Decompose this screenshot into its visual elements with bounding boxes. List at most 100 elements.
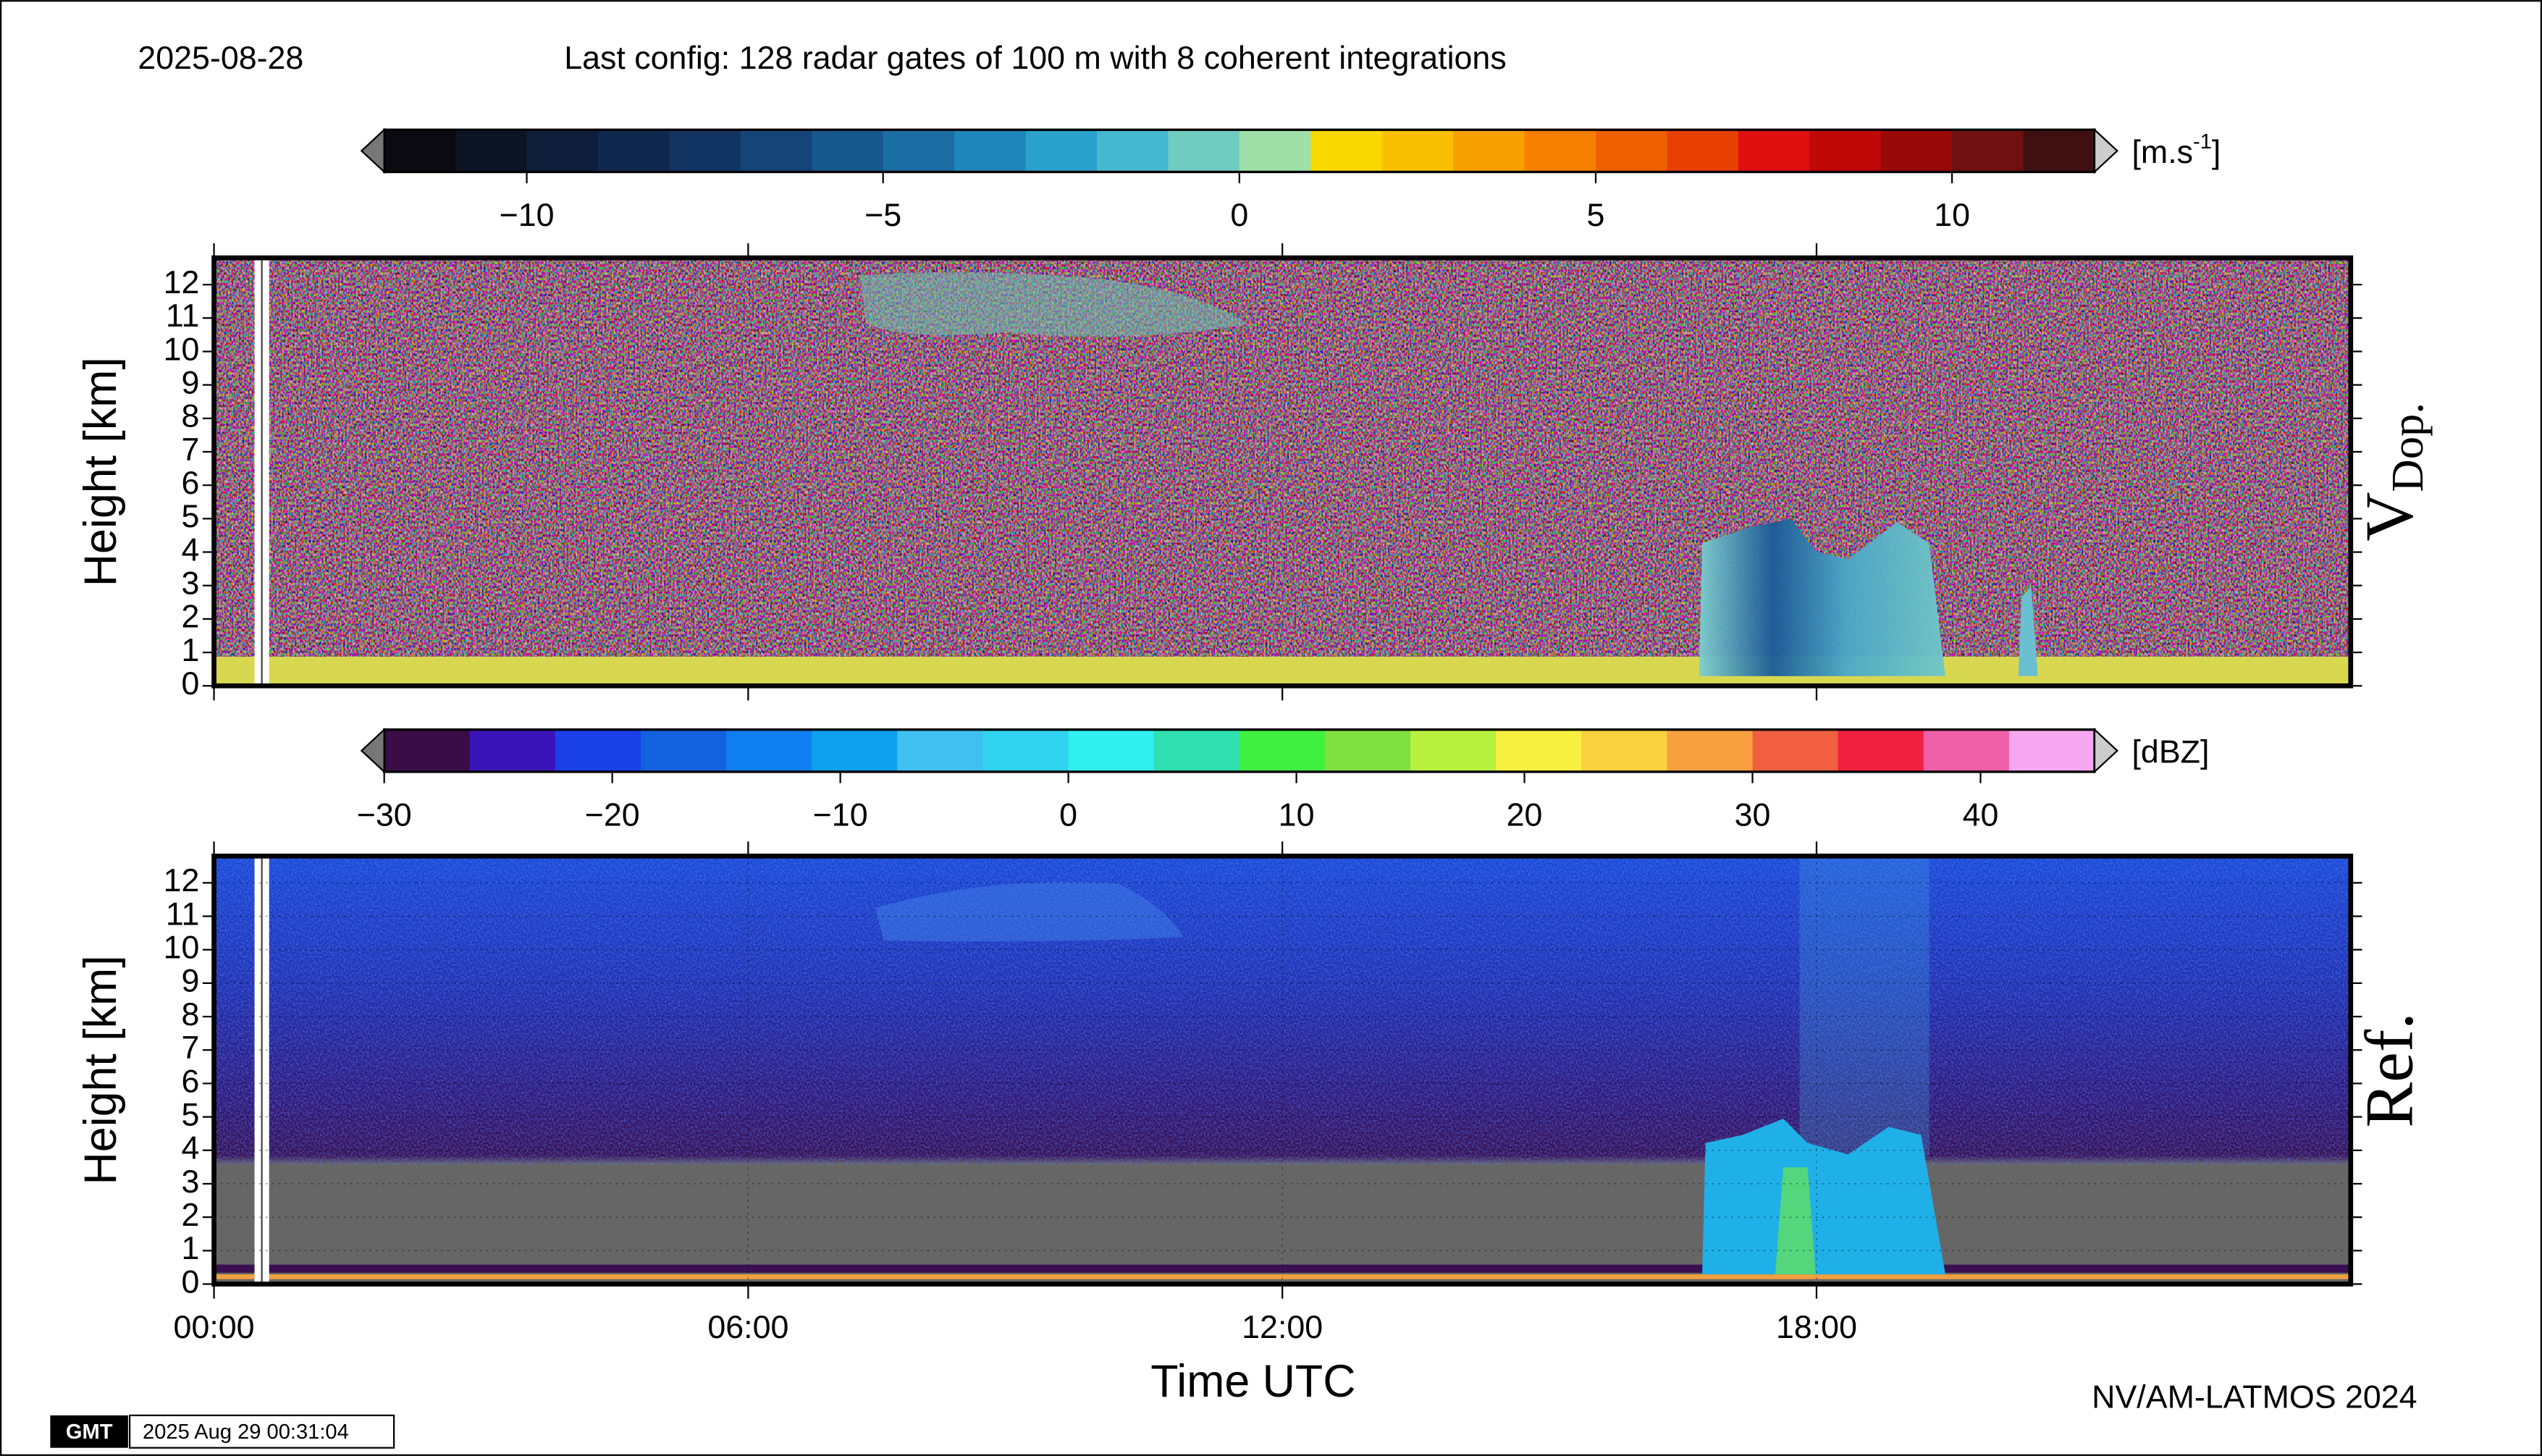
colorbar-swatch [1496,729,1583,772]
panel-label-sub: Dop. [2382,403,2433,492]
colorbar-tick-label: −10 [500,197,555,233]
colorbar-label-part: -1 [2193,130,2212,153]
y-axis-label: Height [km] [75,955,126,1184]
upper-cloud [859,272,1249,337]
y-tick-label: 5 [182,1096,200,1132]
colorbar-swatch [469,729,557,772]
y-tick-label: 1 [182,632,200,668]
colorbar-label-part: ] [2212,134,2221,170]
colorbar-swatch [1581,729,1668,772]
timestamp-box [129,1414,395,1449]
colorbar-swatch [526,130,599,172]
y-tick-label: 5 [182,498,200,534]
colorbar-tick-label: 10 [1934,197,1970,233]
colorbar-tick-label: 5 [1587,197,1605,233]
colorbar-swatch [982,729,1069,772]
y-tick-label: 6 [182,1063,200,1099]
colorbar-swatch [1381,130,1455,172]
colorbar-swatch [954,130,1027,172]
colorbar-tick-label: 0 [1059,796,1077,833]
colorbar-arrow [2093,728,2118,774]
colorbar-tick-label: 20 [1507,796,1543,833]
colorbar-swatch [1738,130,1811,172]
colorbar-swatch [897,729,984,772]
colorbar-swatch [883,130,956,172]
cloud-core [1775,1167,1816,1275]
colorbar-tick-label: −5 [864,197,901,233]
colorbar-label-part: [m.s [2131,134,2193,170]
colorbar-tick-label: −20 [585,796,640,833]
colorbar-swatch [597,130,670,172]
colorbar-swatch [1752,729,1839,772]
colorbar-swatch [555,729,642,772]
colorbar-swatch [1068,729,1155,772]
logo-box [50,1415,128,1448]
colorbar-swatch [1595,130,1668,172]
y-tick-label: 9 [182,963,200,999]
colorbar-swatch [455,130,528,172]
panel-label-main: Ref. [2352,1012,2427,1127]
colorbar-swatch [669,130,741,172]
colorbar-label: [dBZ] [2131,733,2209,770]
colorbar-tick-label: 0 [1230,197,1248,233]
y-tick-label: 8 [182,996,200,1032]
timestamp: 2025 Aug 29 00:31:04 [143,1421,349,1444]
colorbar-swatch [1880,130,1953,172]
colorbar-swatch [1809,130,1882,172]
colorbar-swatch [1025,130,1098,172]
colorbar-tick-label: −30 [357,796,412,833]
x-tick-label: 18:00 [1776,1309,1857,1345]
colorbar-swatch [1524,130,1597,172]
cloud [2018,586,2038,676]
x-axis-label: Time UTC [1150,1356,1355,1407]
colorbar-swatch [726,729,813,772]
colorbar-arrow [2093,127,2118,174]
panel-label: Ref. [2352,1012,2427,1127]
y-tick-label: 0 [182,1263,200,1300]
colorbar-tick-label: 10 [1279,796,1315,833]
y-tick-label: 2 [182,1197,200,1233]
y-tick-label: 9 [182,364,200,400]
y-tick-label: 2 [182,599,200,635]
colorbar-swatch [1239,130,1312,172]
x-tick-label: 00:00 [174,1309,255,1345]
field-noise [214,258,2351,686]
y-tick-label: 1 [182,1230,200,1266]
plot-frame [211,255,2354,689]
x-tick-label: 12:00 [1242,1309,1323,1345]
y-tick-label: 4 [182,1130,200,1166]
colorbar-arrow [360,127,385,174]
colorbar-swatch [1096,130,1169,172]
y-tick-label: 12 [164,264,200,300]
colorbar-swatch [812,130,884,172]
colorbar-swatch [1324,729,1412,772]
colorbar-swatch [740,130,813,172]
colorbar-label-part: [dBZ] [2131,733,2209,770]
colorbar-swatch [1310,130,1383,172]
y-tick-label: 12 [164,862,200,899]
credit: NV/AM-LATMOS 2024 [2092,1379,2417,1415]
colorbar-swatch [1923,729,2010,772]
colorbar-tick-label: 30 [1735,796,1771,833]
y-tick-label: 10 [164,331,200,367]
rain-streak [1799,856,1929,1156]
y-axis-label: Height [km] [75,357,126,586]
y-tick-label: 4 [182,531,200,568]
colorbar-arrow [360,728,385,774]
y-tick-label: 11 [166,298,199,334]
upper-cloud [875,882,1184,942]
plot-frame [211,854,2354,1287]
colorbar-swatch [1952,130,2024,172]
colorbar-swatch [1153,729,1240,772]
colorbar-tick-label: 40 [1963,796,1999,833]
colorbar-swatch [2023,130,2096,172]
surface-layer [214,1264,2351,1273]
colorbar-swatch [1667,729,1754,772]
field-noise [214,856,2351,1165]
config: Last config: 128 radar gates of 100 m wi… [564,40,1506,76]
y-tick-label: 6 [182,465,200,501]
colorbar-swatch [384,130,457,172]
x-tick-label: 06:00 [707,1309,788,1345]
